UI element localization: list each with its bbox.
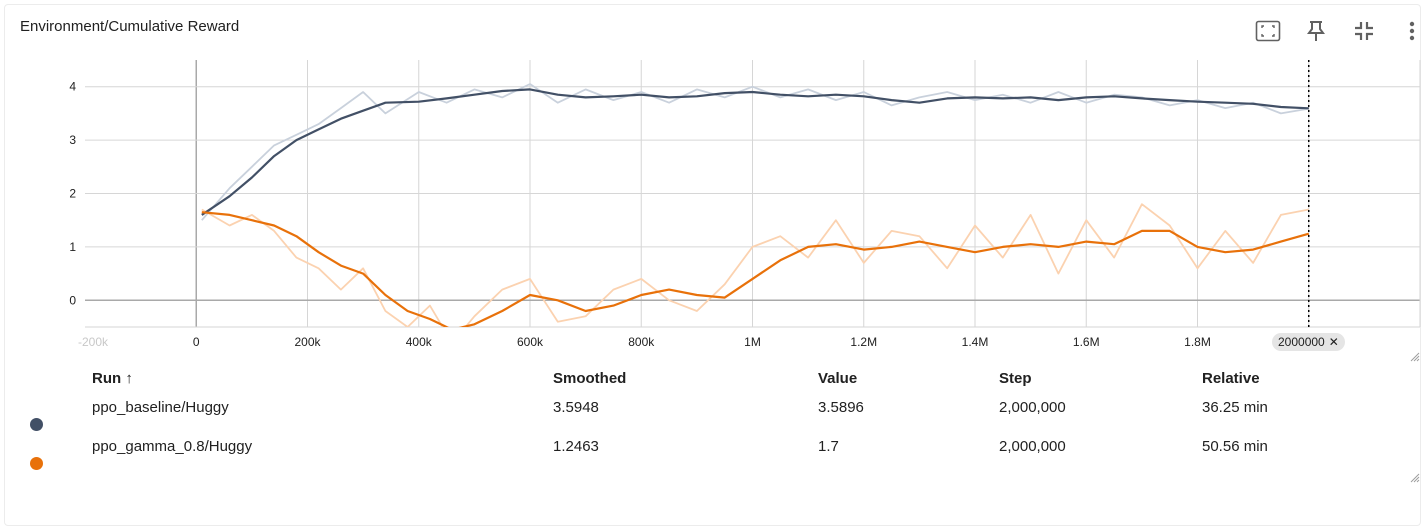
y-tick-label: 1 <box>69 240 76 254</box>
x-tick-label: 1.4M <box>962 335 989 349</box>
x-tick-label: 1.2M <box>850 335 877 349</box>
y-tick-label: 2 <box>69 187 76 201</box>
resize-handle-icon[interactable] <box>1410 352 1420 362</box>
x-tick-label: -200k <box>78 335 109 349</box>
pin-icon[interactable] <box>1301 16 1331 46</box>
row-relative: 36.25 min <box>1202 399 1268 416</box>
more-vert-icon[interactable] <box>1397 16 1425 46</box>
x-tick-label: 200k <box>294 335 321 349</box>
y-tick-label: 0 <box>69 293 76 307</box>
row-step: 2,000,000 <box>999 399 1066 416</box>
header-smoothed[interactable]: Smoothed <box>553 370 627 387</box>
series-gamma-raw-line <box>201 203 1309 327</box>
header-run[interactable]: Run ↑ <box>92 370 133 387</box>
run-color-dot <box>30 418 43 431</box>
x-tick-label: 400k <box>406 335 433 349</box>
series-gamma-smoothed-line <box>201 211 1310 327</box>
y-tick-label: 4 <box>69 80 76 94</box>
row-run: ppo_baseline/Huggy <box>92 399 229 416</box>
resize-handle-icon[interactable] <box>1410 473 1420 483</box>
close-icon[interactable]: ✕ <box>1328 335 1339 349</box>
line-chart[interactable]: -200k 0 200k 400k 600k 800k 1M 1.2M 1.4M 1.6M 1.8M… <box>0 0 1425 360</box>
card-title: Environment/Cumulative Reward <box>20 18 240 35</box>
x-tick-label: 1M <box>744 335 761 349</box>
row-value: 1.7 <box>818 438 839 455</box>
x-tick-label: 0 <box>193 335 200 349</box>
header-step[interactable]: Step <box>999 370 1032 387</box>
series-baseline-smoothed-line <box>201 88 1309 216</box>
x-tick-label: 1.8M <box>1184 335 1211 349</box>
row-smoothed: 3.5948 <box>553 399 599 416</box>
row-run: ppo_gamma_0.8/Huggy <box>92 438 253 455</box>
header-relative[interactable]: Relative <box>1202 370 1260 387</box>
run-color-dot <box>30 457 43 470</box>
series-baseline-raw-line <box>201 83 1309 221</box>
hover-step-chip: 2000000 ✕ <box>1272 333 1345 351</box>
row-step: 2,000,000 <box>999 438 1066 455</box>
x-tick-label: 800k <box>628 335 655 349</box>
y-tick-label: 3 <box>69 133 76 147</box>
row-smoothed: 1.2463 <box>553 438 599 455</box>
x-tick-label: 1.6M <box>1073 335 1100 349</box>
scalar-card <box>4 4 1421 526</box>
header-value[interactable]: Value <box>818 370 858 387</box>
row-value: 3.5896 <box>818 399 864 416</box>
x-tick-label: 600k <box>517 335 544 349</box>
fit-domain-icon[interactable] <box>1253 16 1283 46</box>
collapse-icon[interactable] <box>1349 16 1379 46</box>
row-relative: 50.56 min <box>1202 438 1268 455</box>
hover-step-label: 2000000 <box>1278 335 1325 349</box>
